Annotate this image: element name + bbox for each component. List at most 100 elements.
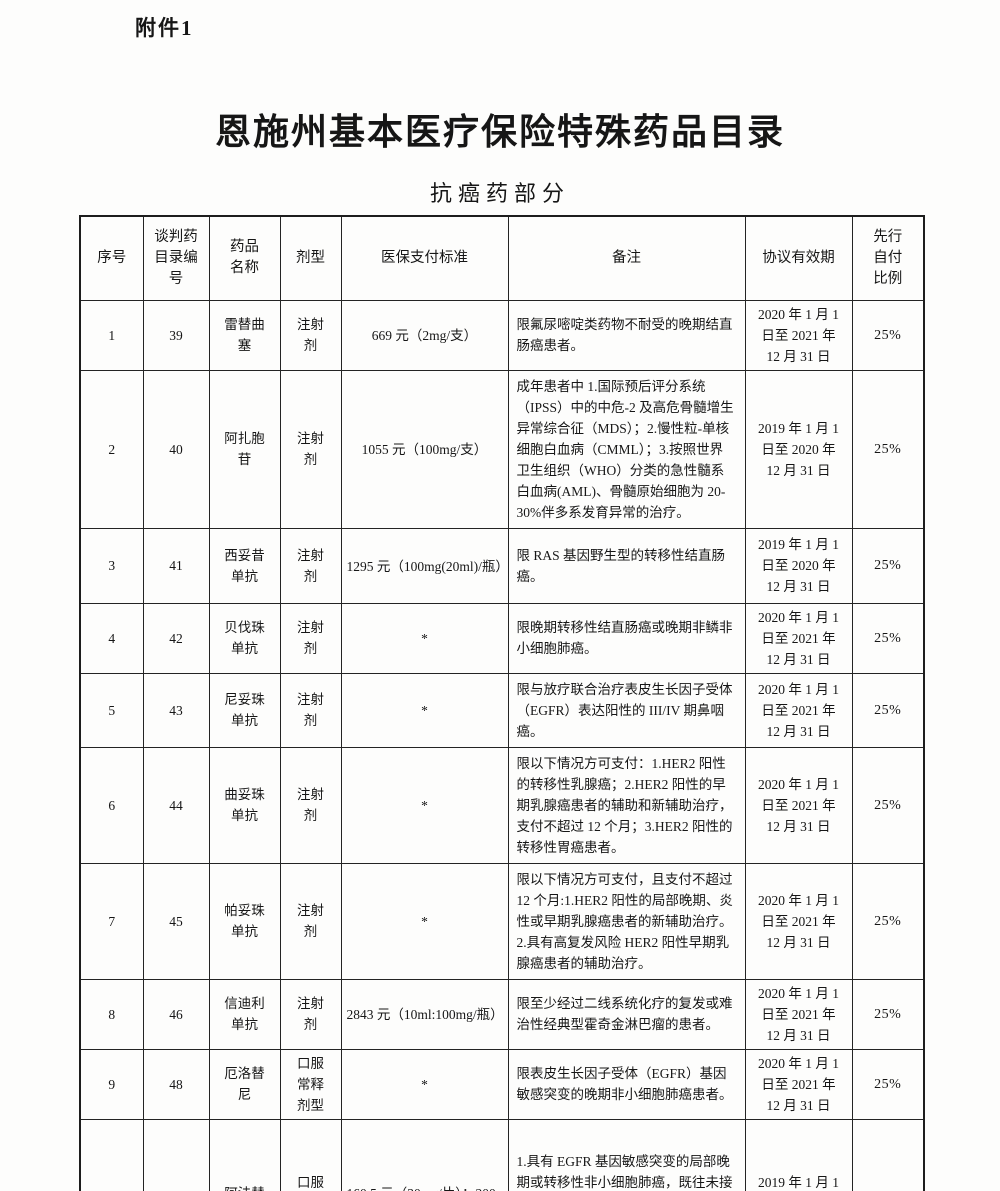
payment-standard-text: * <box>421 703 428 719</box>
cell-seq: 1 <box>79 299 144 371</box>
payment-standard-text: * <box>421 914 428 930</box>
cell-drug-name: 帕妥珠单抗 <box>208 862 281 980</box>
cell-remark: 限晚期转移性结直肠癌或晚期非鳞非小细胞肺癌。 <box>507 602 746 674</box>
cell-catalog-no: 46 <box>142 978 210 1050</box>
col-header-dosage-form-label: 剂型 <box>296 249 325 266</box>
cell-payment-standard: * <box>340 862 509 980</box>
cell-dosage-form: 口服常释剂型 <box>279 1048 342 1120</box>
cell-remark: 1.具有 EGFR 基因敏感突变的局部晚期或转移性非小细胞肺癌，既往未接受过 E… <box>507 1118 746 1191</box>
cell-validity: 2020 年 1 月 1 日至 2021 年 12 月 31 日 <box>744 299 853 371</box>
cell-validity: 2020 年 1 月 1 日至 2021 年 12 月 31 日 <box>744 978 853 1050</box>
cell-validity: 2020 年 1 月 1 日至 2021 年 12 月 31 日 <box>744 602 853 674</box>
cell-validity: 2019 年 1 月 1 日至 2020 年 12 月 31 日 <box>744 369 853 529</box>
payment-standard-text: 160.5 元（30mg/片）；200 元（40mg/片） <box>347 1183 503 1191</box>
drug-name-text: 信迪利单抗 <box>224 996 265 1032</box>
col-header-remark: 备注 <box>507 215 746 301</box>
dosage-form-text: 注射剂 <box>297 431 324 467</box>
drug-name-text: 雷替曲塞 <box>224 317 265 353</box>
payment-standard-text: 2843 元（10ml:100mg/瓶） <box>346 1007 504 1023</box>
dosage-form-text: 注射剂 <box>297 903 324 939</box>
cell-remark: 限至少经过二线系统化疗的复发或难治性经典型霍奇金淋巴瘤的患者。 <box>507 978 746 1050</box>
cell-dosage-form: 注射剂 <box>279 369 342 529</box>
cell-copay-ratio: 25% <box>851 978 925 1050</box>
cell-remark: 限 RAS 基因野生型的转移性结直肠癌。 <box>507 527 746 604</box>
cell-seq: 9 <box>79 1048 144 1120</box>
cell-payment-standard: 1055 元（100mg/支） <box>340 369 509 529</box>
col-header-validity: 协议有效期 <box>744 215 853 301</box>
cell-payment-standard: 1295 元（100mg(20ml)/瓶） <box>340 527 509 604</box>
dosage-form-text: 口服常释剂型 <box>297 1055 324 1113</box>
col-header-dosage-form: 剂型 <box>279 215 342 301</box>
cell-catalog-no: 41 <box>142 527 210 604</box>
cell-drug-name: 尼妥珠单抗 <box>208 672 281 748</box>
col-header-seq-label: 序号 <box>97 249 127 266</box>
cell-seq: 4 <box>79 602 144 674</box>
cell-drug-name: 阿法替尼 <box>208 1118 281 1191</box>
col-header-seq: 序号 <box>79 215 144 301</box>
cell-seq: 10 <box>79 1118 144 1191</box>
cell-drug-name: 阿扎胞苷 <box>208 369 281 529</box>
cell-payment-standard: * <box>340 672 509 748</box>
cell-seq: 7 <box>79 862 144 980</box>
cell-validity: 2020 年 1 月 1 日至 2021 年 12 月 31 日 <box>744 746 853 864</box>
cell-validity: 2020 年 1 月 1 日至 2021 年 12 月 31 日 <box>744 672 853 748</box>
col-header-copay-ratio: 先行自付比例 <box>851 215 925 301</box>
dosage-form-text: 注射剂 <box>297 996 324 1032</box>
header-row: 序号 谈判药目录编号 药品名称 剂型 医保支付标准 备注 协议有效期 先行自付比… <box>79 215 925 301</box>
cell-payment-standard: 669 元（2mg/支） <box>340 299 509 371</box>
cell-catalog-no: 39 <box>142 299 210 371</box>
cell-copay-ratio: 25% <box>851 672 925 748</box>
drug-name-text: 帕妥珠单抗 <box>224 903 265 939</box>
cell-remark: 限与放疗联合治疗表皮生长因子受体（EGFR）表达阳性的 III/IV 期鼻咽癌。 <box>507 672 746 748</box>
drug-table: 序号 谈判药目录编号 药品名称 剂型 医保支付标准 备注 协议有效期 先行自付比… <box>79 215 925 1191</box>
cell-dosage-form: 注射剂 <box>279 527 342 604</box>
cell-dosage-form: 注射剂 <box>279 978 342 1050</box>
table-header: 序号 谈判药目录编号 药品名称 剂型 医保支付标准 备注 协议有效期 先行自付比… <box>79 215 925 301</box>
col-header-copay-ratio-label: 先行自付比例 <box>873 228 903 287</box>
cell-copay-ratio: 25% <box>851 602 925 674</box>
cell-seq: 5 <box>79 672 144 748</box>
col-header-drug-name-label: 药品名称 <box>230 239 259 277</box>
cell-dosage-form: 注射剂 <box>279 672 342 748</box>
drug-name-text: 阿扎胞苷 <box>224 431 265 467</box>
cell-seq: 2 <box>79 369 144 529</box>
cell-validity: 2020 年 1 月 1 日至 2021 年 12 月 31 日 <box>744 1048 853 1120</box>
col-header-payment-standard-label: 医保支付标准 <box>381 249 468 266</box>
dosage-form-text: 注射剂 <box>297 317 324 353</box>
dosage-form-text: 注射剂 <box>297 620 324 656</box>
cell-copay-ratio: 25% <box>851 1118 925 1191</box>
cell-catalog-no: 45 <box>142 862 210 980</box>
attachment-label: 附件1 <box>135 16 194 40</box>
cell-seq: 6 <box>79 746 144 864</box>
drug-name-text: 尼妥珠单抗 <box>224 692 265 728</box>
cell-remark: 成年患者中 1.国际预后评分系统（IPSS）中的中危-2 及高危骨髓增生异常综合… <box>507 369 746 529</box>
cell-remark: 限以下情况方可支付，且支付不超过 12 个月:1.HER2 阳性的局部晚期、炎性… <box>507 862 746 980</box>
page-title: 恩施州基本医疗保险特殊药品目录 <box>214 112 785 152</box>
cell-remark: 限表皮生长因子受体（EGFR）基因敏感突变的晚期非小细胞肺癌患者。 <box>507 1048 746 1120</box>
cell-copay-ratio: 25% <box>851 299 925 371</box>
table-row: 3 41 西妥昔单抗 注射剂 1295 元（100mg(20ml)/瓶） 限 R… <box>79 527 925 604</box>
cell-dosage-form: 注射剂 <box>279 299 342 371</box>
payment-standard-text: 669 元（2mg/支） <box>371 328 478 344</box>
cell-copay-ratio: 25% <box>851 1048 925 1120</box>
drug-name-text: 厄洛替尼 <box>224 1066 265 1102</box>
cell-catalog-no: 48 <box>142 1048 210 1120</box>
cell-drug-name: 信迪利单抗 <box>208 978 281 1050</box>
table-row: 6 44 曲妥珠单抗 注射剂 * 限以下情况方可支付：1.HER2 阳性的转移性… <box>79 746 925 864</box>
cell-drug-name: 贝伐珠单抗 <box>208 602 281 674</box>
cell-catalog-no: 49 <box>142 1118 210 1191</box>
dosage-form-text: 注射剂 <box>297 547 324 584</box>
drug-name-text: 贝伐珠单抗 <box>224 620 265 656</box>
cell-validity: 2019 年 1 月 1 日至 2020 年 12 月 31 日 <box>744 1118 853 1191</box>
dosage-form-text: 注射剂 <box>297 787 324 823</box>
cell-remark: 限以下情况方可支付：1.HER2 阳性的转移性乳腺癌；2.HER2 阳性的早期乳… <box>507 746 746 864</box>
cell-payment-standard: 160.5 元（30mg/片）；200 元（40mg/片） <box>340 1118 509 1191</box>
cell-drug-name: 厄洛替尼 <box>208 1048 281 1120</box>
cell-catalog-no: 40 <box>142 369 210 529</box>
cell-dosage-form: 口服常释剂型 <box>279 1118 342 1191</box>
table-row: 10 49 阿法替尼 口服常释剂型 160.5 元（30mg/片）；200 元（… <box>79 1118 925 1191</box>
col-header-validity-label: 协议有效期 <box>762 249 835 266</box>
cell-dosage-form: 注射剂 <box>279 746 342 864</box>
drug-name-text: 西妥昔单抗 <box>224 547 265 584</box>
